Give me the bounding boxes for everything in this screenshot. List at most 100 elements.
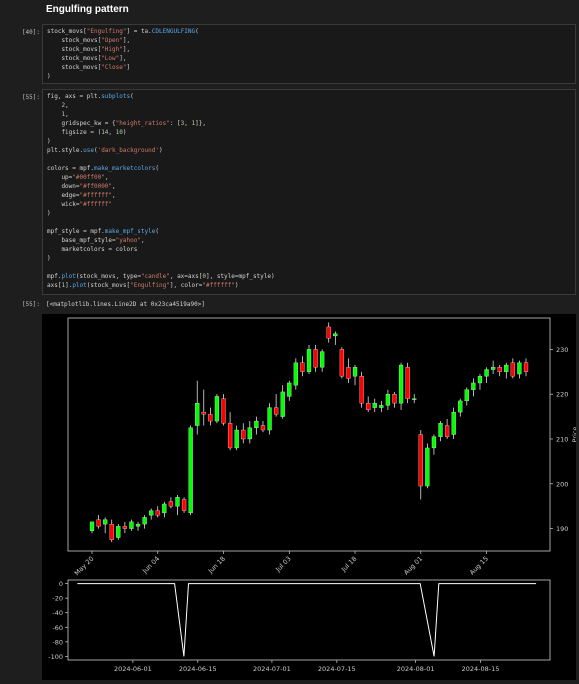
candle-up — [412, 398, 417, 400]
candle-up — [280, 391, 285, 417]
candle-down — [523, 362, 529, 372]
candle-up — [287, 382, 292, 397]
y-tick-label: -60 — [52, 624, 63, 632]
code-line: ) — [47, 210, 51, 217]
candle-up — [175, 497, 180, 507]
candle-up — [320, 351, 325, 368]
code-line: colors = mpf.make_marketcolors( — [47, 165, 160, 172]
code-cell-1[interactable]: stock_movs["Engulfing"] = ta.CDLENGULFIN… — [42, 24, 576, 84]
candle-up — [438, 423, 443, 437]
x-tick-label: Aug 01 — [402, 555, 424, 577]
candle-up — [135, 523, 141, 527]
candle-up — [214, 396, 220, 422]
code-line: stock_movs["High"], — [47, 46, 131, 53]
code-line: stock_movs["Close"] — [47, 64, 131, 71]
code-line: gridspec_kw = {"height_ratios": [3, 1]}, — [47, 120, 206, 127]
candle-up — [162, 503, 167, 514]
candle-down — [326, 326, 331, 339]
candle-up — [425, 447, 430, 487]
candle-down — [273, 407, 279, 415]
candle-up — [352, 367, 358, 377]
candle-down — [346, 367, 351, 379]
x-tick-label: Aug 15 — [468, 555, 490, 577]
y-tick-label: 230 — [556, 346, 568, 354]
y-axis-label: Price — [571, 427, 576, 443]
candle-down — [392, 394, 397, 404]
y-tick-label: 210 — [556, 435, 568, 443]
section-heading: Engulfing pattern — [46, 4, 129, 15]
code-line: ) — [47, 255, 51, 262]
code-line: axs[1].plot(stock_movs["Engulfing"], col… — [47, 282, 239, 289]
candle-down — [201, 411, 206, 415]
candle-down — [181, 499, 187, 511]
candle-up — [333, 333, 338, 337]
candle-up — [293, 362, 298, 386]
code-editor[interactable]: stock_movs["Engulfing"] = ta.CDLENGULFIN… — [47, 27, 571, 81]
candle-down — [241, 429, 246, 440]
code-line: fig, axs = plt.subplots( — [47, 93, 134, 100]
code-line: 1, — [61, 111, 69, 118]
candle-down — [227, 423, 233, 449]
code-line: ) — [47, 73, 51, 80]
engulfing-series-line — [77, 583, 537, 657]
candlestick-axes: 190 200 210 220 230 Price May 20 Jun 04 Jun 18 Ju… — [67, 317, 579, 577]
candle-up — [116, 526, 121, 538]
code-line: wick="#ffffff" — [47, 201, 113, 208]
candle-up — [490, 367, 496, 370]
candle-up — [195, 402, 200, 426]
y-tick-label: -40 — [52, 609, 63, 617]
candle-down — [510, 362, 515, 377]
candle-up — [385, 394, 391, 406]
candle-up — [477, 376, 483, 384]
candle-up — [142, 517, 147, 525]
candle-down — [444, 425, 450, 437]
x-tick-label: Jul 18 — [339, 555, 358, 574]
x-tick-label: 2024-06-15 — [179, 665, 217, 673]
candle-up — [484, 369, 489, 377]
code-editor[interactable]: fig, axs = plt.subplots( 2, 1, gridspec_… — [47, 92, 571, 290]
candle-up — [431, 436, 437, 449]
candle-up — [471, 382, 476, 390]
candle-up — [458, 400, 463, 413]
candle-up — [188, 427, 193, 514]
candle-up — [504, 364, 509, 372]
code-line: stock_movs["Engulfing"] = ta.CDLENGULFIN… — [47, 28, 199, 35]
code-line: marketcolors = colors — [61, 246, 138, 253]
candle-up — [129, 521, 134, 529]
candle-up — [267, 407, 272, 431]
candle-down — [109, 523, 114, 540]
candle-down — [418, 434, 423, 487]
x-tick-label: May 20 — [73, 555, 95, 577]
candle-down — [122, 526, 128, 529]
code-line: edge="#ffffff", — [47, 192, 116, 199]
code-cell-2[interactable]: fig, axs = plt.subplots( 2, 1, gridspec_… — [42, 89, 576, 295]
candle-down — [221, 398, 226, 424]
code-line: stock_movs["Low"], — [47, 55, 127, 62]
y-tick-label: 200 — [556, 480, 568, 488]
output-text: [<matplotlib.lines.Line2D at 0x23ca4519a… — [46, 301, 205, 308]
candle-up — [89, 521, 95, 531]
candle-down — [497, 367, 502, 372]
y-tick-label: -100 — [48, 653, 63, 661]
output-prompt: [55]: — [21, 301, 40, 308]
candle-down — [155, 510, 160, 516]
x-tick-label: Jun 18 — [206, 555, 227, 576]
candle-up — [103, 519, 108, 525]
candle-up — [379, 405, 384, 408]
candle-up — [517, 362, 522, 375]
candle-down — [405, 367, 410, 399]
candle-down — [208, 414, 213, 422]
candle-down — [260, 425, 266, 431]
x-tick-label: 2024-07-01 — [253, 665, 291, 673]
candle-up — [398, 364, 404, 404]
candle-down — [359, 376, 364, 404]
cell-prompt: [40]: — [21, 29, 40, 36]
code-line: base_mpf_style="yahoo", — [47, 237, 145, 244]
candle-up — [372, 402, 377, 408]
plot-output: 190 200 210 220 230 Price May 20 Jun 04 Jun 18 Ju… — [42, 314, 579, 680]
x-tick-label: 2024-08-15 — [462, 665, 500, 673]
x-tick-label: 2024-06-01 — [114, 665, 152, 673]
candle-up — [451, 411, 456, 435]
candle-down — [168, 501, 174, 507]
code-line: ) — [47, 138, 51, 145]
